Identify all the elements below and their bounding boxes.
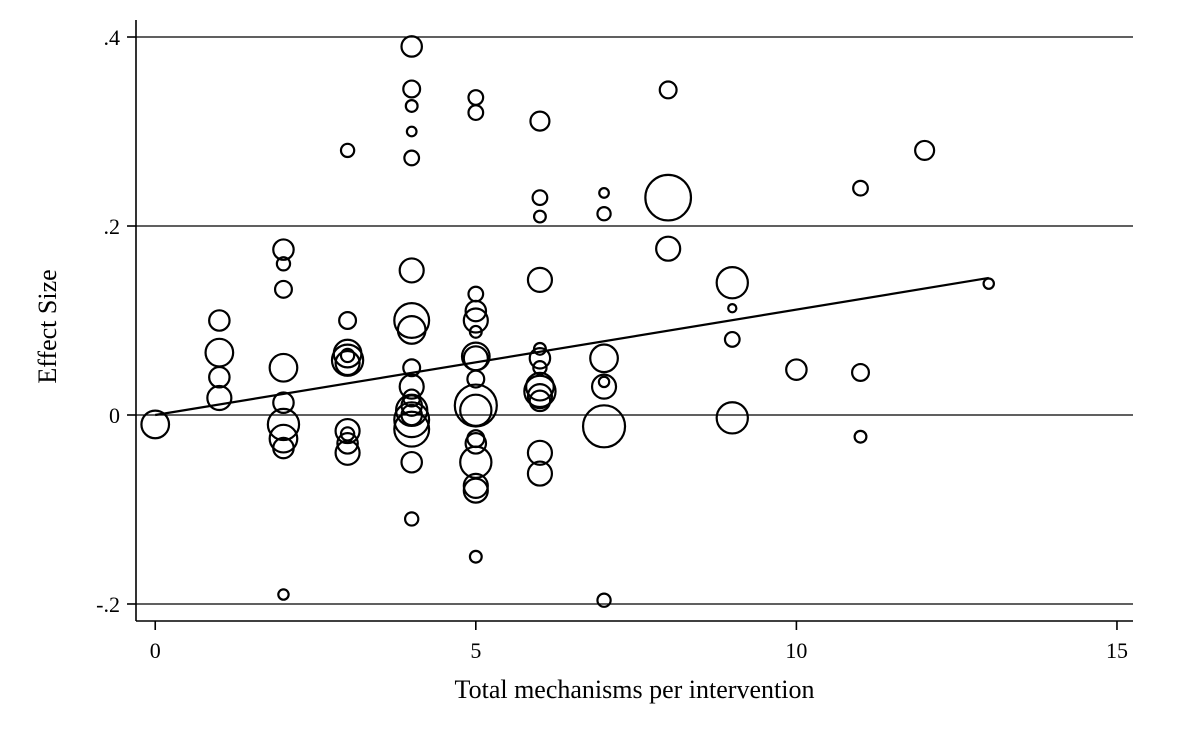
data-bubble	[598, 187, 610, 199]
data-bubble	[658, 80, 678, 100]
data-bubble	[853, 429, 868, 444]
data-bubble	[581, 404, 627, 449]
data-bubble	[982, 277, 995, 290]
data-bubble	[596, 206, 612, 222]
data-bubble	[396, 315, 427, 345]
data-bubble	[462, 477, 489, 504]
data-bubble	[526, 439, 554, 466]
data-bubble	[277, 588, 290, 601]
data-bubble	[272, 436, 295, 460]
data-bubble	[523, 374, 557, 409]
data-bubble	[590, 373, 618, 400]
horizontal-gridlines	[136, 36, 1133, 605]
data-bubble	[400, 35, 423, 58]
data-bubble	[334, 439, 361, 466]
data-bubble	[462, 345, 489, 372]
data-bubble	[398, 373, 425, 400]
data-bubble	[467, 104, 485, 122]
data-bubble	[464, 299, 488, 323]
y-tick-label: .4	[104, 25, 121, 50]
data-bubble	[466, 369, 486, 389]
data-bubble	[208, 365, 231, 389]
x-tick-label: 0	[150, 638, 161, 663]
data-bubble	[272, 238, 295, 261]
data-bubble	[589, 343, 619, 374]
data-bubble	[526, 266, 554, 293]
data-bubble	[338, 311, 358, 331]
data-bubble	[468, 324, 483, 339]
axes	[135, 20, 1133, 622]
data-bubble	[405, 125, 418, 138]
data-bubble	[204, 337, 235, 368]
data-bubble	[459, 393, 493, 427]
data-bubble	[468, 549, 483, 564]
data-bubble	[655, 235, 682, 262]
data-bubble	[723, 330, 741, 348]
data-bubble	[266, 407, 301, 442]
data-bubble	[393, 401, 431, 439]
x-axis-title: Total mechanisms per intervention	[455, 675, 815, 704]
data-bubble	[339, 347, 356, 364]
data-bubble	[208, 309, 231, 332]
data-bubble	[393, 302, 431, 340]
x-tick-label: 15	[1106, 638, 1128, 663]
data-bubble	[596, 592, 612, 608]
data-bubble	[467, 89, 485, 106]
data-bubble	[403, 149, 421, 167]
data-bubble	[644, 173, 693, 222]
data-bubble	[528, 346, 552, 370]
data-bubble	[597, 375, 611, 389]
data-bubble	[402, 79, 422, 99]
data-bubble	[336, 432, 359, 455]
data-bubble	[467, 285, 485, 303]
y-tick-label: -.2	[96, 592, 120, 617]
y-ticks: -.2 0 .2 .4	[96, 25, 136, 617]
y-tick-label: .2	[104, 214, 121, 239]
data-bubble	[334, 349, 361, 377]
data-bubble	[273, 279, 293, 299]
data-bubble	[334, 417, 361, 445]
data-bubble	[400, 450, 423, 474]
data-bubble	[529, 110, 551, 132]
data-bubble	[532, 360, 548, 376]
x-tick-label: 5	[470, 638, 481, 663]
data-bubble	[528, 389, 552, 413]
data-bubble	[403, 511, 420, 527]
data-bubble	[140, 409, 171, 440]
data-bubble	[727, 303, 738, 314]
data-bubble	[852, 179, 869, 197]
fitted-regression-line	[155, 276, 989, 417]
data-bubble	[275, 256, 292, 272]
data-bubble	[268, 352, 299, 383]
data-bubble	[402, 358, 422, 378]
y-tick-label: 0	[109, 403, 120, 428]
data-bubble	[272, 391, 295, 415]
data-bubble	[462, 307, 489, 334]
data-bubble	[398, 257, 425, 284]
data-bubble	[715, 266, 749, 300]
y-axis-title: Effect Size	[33, 269, 62, 383]
data-bubble	[532, 209, 547, 224]
data-bubble	[785, 358, 808, 381]
data-bubble	[339, 142, 356, 159]
data-bubble	[851, 362, 871, 382]
data-bubble	[393, 410, 431, 448]
x-tick-label: 10	[785, 638, 807, 663]
data-bubble	[914, 139, 936, 161]
data-bubble	[268, 423, 299, 454]
data-bubble	[404, 99, 419, 113]
data-bubble	[526, 460, 554, 487]
x-ticks: 0 5 10 15	[150, 621, 1128, 663]
data-bubble	[531, 189, 549, 207]
data-bubble	[526, 382, 554, 410]
data-bubble	[206, 384, 233, 412]
data-bubble	[715, 401, 749, 435]
data-bubble	[464, 432, 488, 455]
data-bubbles	[140, 35, 995, 608]
